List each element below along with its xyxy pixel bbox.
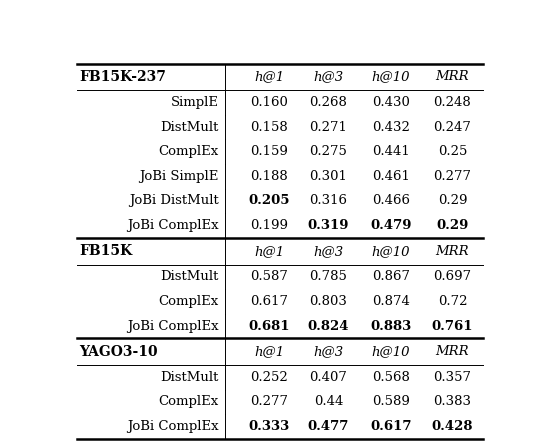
Text: ComplEx: ComplEx — [158, 145, 218, 158]
Text: 0.589: 0.589 — [372, 396, 410, 408]
Text: 0.248: 0.248 — [434, 96, 471, 109]
Text: 0.25: 0.25 — [438, 145, 467, 158]
Text: 0.432: 0.432 — [372, 121, 410, 134]
Text: h@1: h@1 — [254, 245, 284, 258]
Text: 0.867: 0.867 — [372, 270, 410, 283]
Text: JoBi DistMult: JoBi DistMult — [129, 194, 218, 207]
Text: 0.587: 0.587 — [250, 270, 288, 283]
Text: FB15K: FB15K — [79, 244, 132, 258]
Text: 0.479: 0.479 — [370, 219, 412, 232]
Text: h@10: h@10 — [371, 345, 410, 358]
Text: SimplE: SimplE — [170, 96, 218, 109]
Text: 0.407: 0.407 — [310, 371, 347, 384]
Text: DistMult: DistMult — [160, 371, 218, 384]
Text: MRR: MRR — [436, 70, 469, 83]
Text: 0.333: 0.333 — [248, 420, 290, 433]
Text: 0.617: 0.617 — [250, 295, 288, 308]
Text: 0.44: 0.44 — [314, 396, 343, 408]
Text: 0.697: 0.697 — [434, 270, 472, 283]
Text: ComplEx: ComplEx — [158, 295, 218, 308]
Text: YAGO3-10: YAGO3-10 — [79, 345, 157, 359]
Text: h@10: h@10 — [371, 245, 410, 258]
Text: 0.271: 0.271 — [310, 121, 347, 134]
Text: MRR: MRR — [436, 245, 469, 258]
Text: DistMult: DistMult — [160, 270, 218, 283]
Text: 0.441: 0.441 — [372, 145, 410, 158]
Text: 0.277: 0.277 — [434, 170, 471, 183]
Text: 0.681: 0.681 — [248, 320, 290, 333]
Text: 0.188: 0.188 — [251, 170, 288, 183]
Text: 0.268: 0.268 — [310, 96, 347, 109]
Text: 0.874: 0.874 — [372, 295, 410, 308]
Text: MRR: MRR — [436, 345, 469, 358]
Text: 0.247: 0.247 — [434, 121, 471, 134]
Text: h@1: h@1 — [254, 70, 284, 83]
Text: h@3: h@3 — [313, 70, 343, 83]
Text: 0.461: 0.461 — [372, 170, 410, 183]
Text: h@3: h@3 — [313, 245, 343, 258]
Text: 0.428: 0.428 — [432, 420, 473, 433]
Text: 0.477: 0.477 — [308, 420, 349, 433]
Text: JoBi ComplEx: JoBi ComplEx — [127, 320, 218, 333]
Text: 0.316: 0.316 — [310, 194, 347, 207]
Text: 0.803: 0.803 — [310, 295, 347, 308]
Text: 0.785: 0.785 — [310, 270, 347, 283]
Text: 0.199: 0.199 — [250, 219, 288, 232]
Text: 0.301: 0.301 — [310, 170, 347, 183]
Text: JoBi SimplE: JoBi SimplE — [139, 170, 218, 183]
Text: 0.29: 0.29 — [436, 219, 468, 232]
Text: FB15K-237: FB15K-237 — [79, 70, 165, 84]
Text: 0.430: 0.430 — [372, 96, 410, 109]
Text: 0.824: 0.824 — [308, 320, 349, 333]
Text: 0.275: 0.275 — [310, 145, 347, 158]
Text: 0.72: 0.72 — [438, 295, 467, 308]
Text: 0.357: 0.357 — [434, 371, 471, 384]
Text: 0.29: 0.29 — [438, 194, 467, 207]
Text: JoBi ComplEx: JoBi ComplEx — [127, 420, 218, 433]
Text: ComplEx: ComplEx — [158, 396, 218, 408]
Text: 0.252: 0.252 — [251, 371, 288, 384]
Text: 0.158: 0.158 — [251, 121, 288, 134]
Text: JoBi ComplEx: JoBi ComplEx — [127, 219, 218, 232]
Text: 0.277: 0.277 — [250, 396, 288, 408]
Text: 0.568: 0.568 — [372, 371, 410, 384]
Text: 0.319: 0.319 — [308, 219, 349, 232]
Text: 0.883: 0.883 — [370, 320, 411, 333]
Text: h@1: h@1 — [254, 345, 284, 358]
Text: 0.617: 0.617 — [370, 420, 412, 433]
Text: 0.761: 0.761 — [432, 320, 473, 333]
Text: h@3: h@3 — [313, 345, 343, 358]
Text: h@10: h@10 — [371, 70, 410, 83]
Text: 0.466: 0.466 — [372, 194, 410, 207]
Text: 0.160: 0.160 — [250, 96, 288, 109]
Text: DistMult: DistMult — [160, 121, 218, 134]
Text: 0.205: 0.205 — [248, 194, 290, 207]
Text: 0.159: 0.159 — [250, 145, 288, 158]
Text: 0.383: 0.383 — [434, 396, 471, 408]
